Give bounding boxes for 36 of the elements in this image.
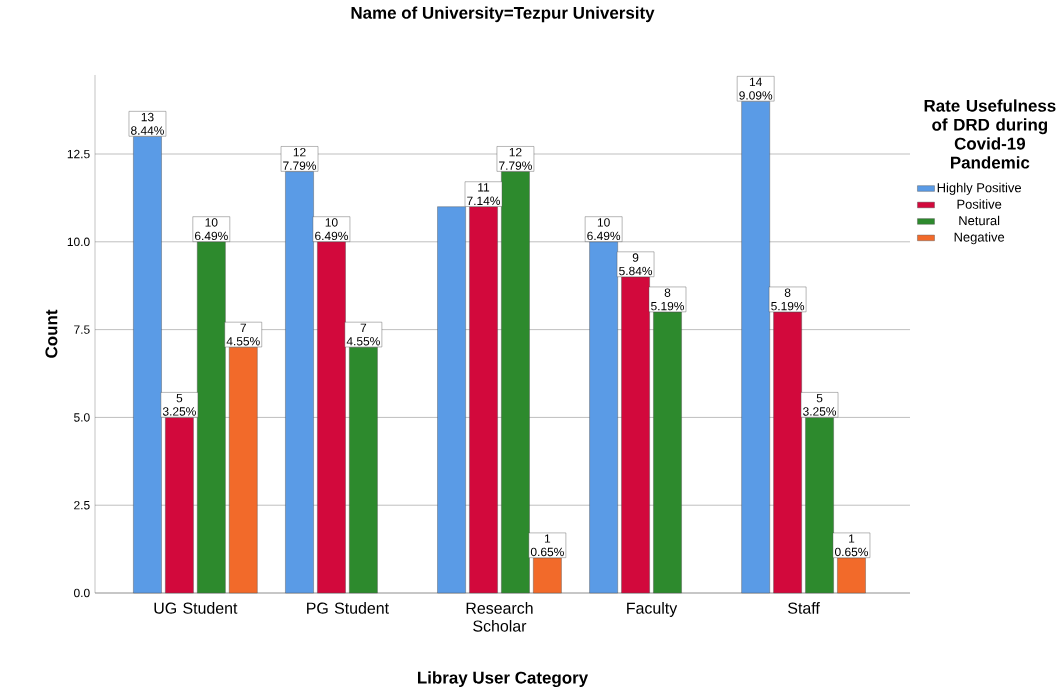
y-tick-label: 0.0 xyxy=(74,588,90,598)
y-tick-label: 5.0 xyxy=(74,413,90,422)
data-label: 8 5.19% xyxy=(771,288,805,311)
data-label: 10 6.49% xyxy=(315,218,348,241)
y-axis-title: Count xyxy=(45,309,58,358)
y-tick-label: 12.5 xyxy=(67,149,90,159)
x-tick-label: Staff xyxy=(788,602,820,614)
data-label: 8 5.19% xyxy=(651,288,685,311)
data-label: 1 0.65% xyxy=(834,534,868,557)
x-tick-label: Research Scholar xyxy=(466,602,533,632)
legend-label: Highly Positive xyxy=(937,182,1022,195)
x-tick-label: UG Student xyxy=(154,602,238,614)
data-label: 5 3.25% xyxy=(162,393,196,416)
y-tick-label: 2.5 xyxy=(74,500,90,510)
data-label: 12 7.79% xyxy=(499,147,532,170)
data-label: 7 4.55% xyxy=(226,323,260,346)
data-label: 13 8.44% xyxy=(131,112,164,135)
y-tick-label: 10.0 xyxy=(67,237,90,247)
chart-title: Name of University=Tezpur University xyxy=(351,6,655,23)
data-label: 10 6.49% xyxy=(587,218,621,241)
data-label: 5 3.25% xyxy=(803,393,837,416)
data-label: 7 4.55% xyxy=(346,323,380,346)
data-label: 9 5.84% xyxy=(619,253,653,276)
data-label: 1 0.65% xyxy=(530,534,564,557)
legend-label: Netural xyxy=(959,215,1000,226)
data-label: 10 6.49% xyxy=(194,218,228,241)
data-label: 14 9.09% xyxy=(739,77,773,100)
x-tick-label: PG Student xyxy=(307,602,389,614)
legend-label: Positive xyxy=(957,199,1002,209)
data-label: 11 7.14% xyxy=(467,183,501,205)
x-axis-title: Libray User Category xyxy=(417,671,589,688)
data-label: 12 7.79% xyxy=(283,147,317,170)
y-tick-label: 7.5 xyxy=(74,325,90,334)
x-tick-label: Faculty xyxy=(627,602,678,617)
legend-label: Negative xyxy=(954,232,1005,245)
legend-title: Rate Usefulness of DRD during Covid-19 Pandemic xyxy=(924,99,1056,169)
